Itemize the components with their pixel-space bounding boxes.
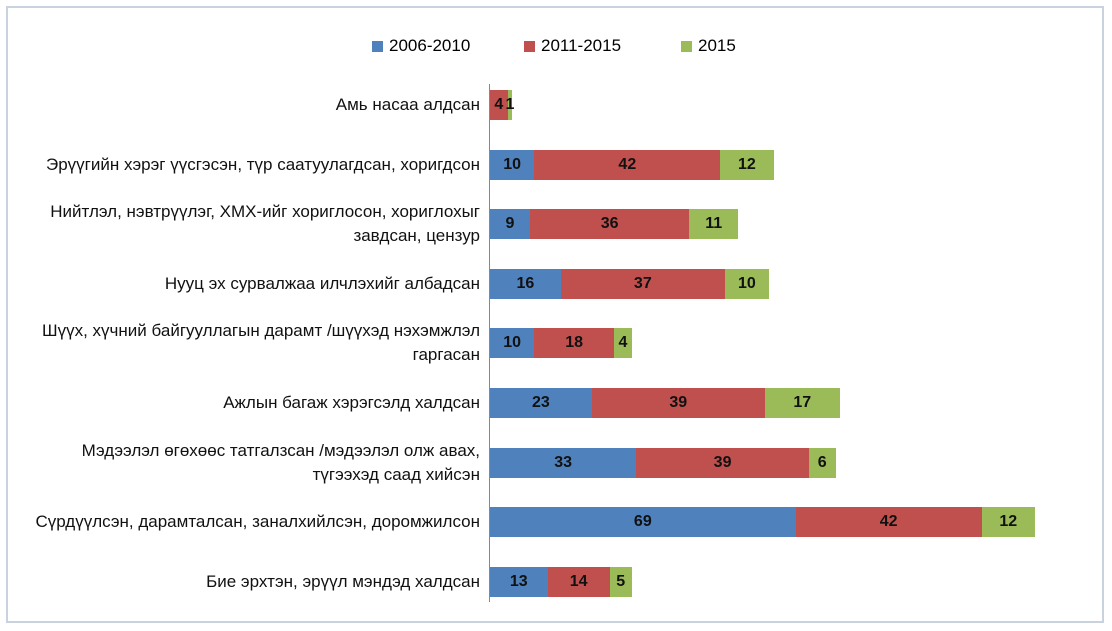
category-label: Сүрдүүлсэн, дарамталсан, заналхийлсэн, д… xyxy=(35,512,480,532)
legend-item: 2011-2015 xyxy=(524,36,621,56)
category-label: Бие эрхтэн, эрүүл мэндэд халдсан xyxy=(206,571,480,591)
data-label: 42 xyxy=(879,513,898,531)
bar-segment: 23 xyxy=(490,388,592,418)
data-label: 9 xyxy=(505,215,515,233)
bar-segment: 11 xyxy=(689,209,739,240)
bar-segment: 42 xyxy=(534,149,721,180)
bar-segment: 4 xyxy=(490,90,508,120)
bar-segment: 9 xyxy=(490,209,530,240)
bar-segment: 13 xyxy=(490,566,548,597)
data-label: 4 xyxy=(618,334,628,352)
data-label: 12 xyxy=(999,513,1018,531)
bar-segment: 39 xyxy=(591,388,765,418)
data-label: 10 xyxy=(503,334,522,352)
data-label: 10 xyxy=(738,274,756,292)
category-label: Мэдээлэл өгөхөөс татгалзсан /мэдээлэл ол… xyxy=(81,440,480,484)
bar-segment: 17 xyxy=(764,388,840,418)
data-label: 11 xyxy=(705,215,723,233)
bar-segment: 12 xyxy=(720,149,774,180)
bar-segment: 5 xyxy=(609,566,632,597)
data-label: 1 xyxy=(505,96,515,113)
data-label: 33 xyxy=(554,453,572,471)
data-label: 12 xyxy=(738,155,756,173)
bar-segment: 10 xyxy=(724,268,770,299)
category-label: Эрүүгийн хэрэг үүсгэсэн, түр саатуулагдс… xyxy=(45,154,480,174)
bar-segment: 37 xyxy=(560,268,725,299)
bar-segment: 10 xyxy=(490,149,535,180)
legend-swatch xyxy=(524,40,535,52)
category-label: Нууц эх сурвалжаа илчлэхийг албадсан xyxy=(164,273,480,293)
bar-segment: 1 xyxy=(505,90,515,120)
data-label: 42 xyxy=(618,155,637,173)
frame xyxy=(6,6,1104,623)
legend-label: 2015 xyxy=(698,36,736,55)
data-label: 16 xyxy=(516,274,535,292)
legend-swatch xyxy=(372,40,383,52)
category-label: Амь насаа алдсан xyxy=(335,95,480,114)
legend-label: 2006-2010 xyxy=(389,36,471,55)
legend-label: 2011-2015 xyxy=(541,36,622,55)
category-label: Ажлын багаж хэрэгсэлд халдсан xyxy=(223,393,480,412)
axis-line xyxy=(489,84,490,602)
bar-segment: 18 xyxy=(534,328,615,359)
bar-segment: 69 xyxy=(490,507,796,538)
bar-segment: 6 xyxy=(808,447,836,478)
bar-segment: 16 xyxy=(490,268,561,299)
legend-item: 2006-2010 xyxy=(372,36,470,56)
bar-segment: 42 xyxy=(795,507,982,538)
category-label: Нийтлэл, нэвтрүүлэг, ХМХ-ийг хориглосон,… xyxy=(50,202,480,246)
data-label: 14 xyxy=(569,572,588,590)
data-label: 18 xyxy=(565,334,584,352)
legend-swatch xyxy=(681,40,692,52)
bar-segment: 36 xyxy=(529,209,690,240)
data-label: 4 xyxy=(494,96,504,113)
data-label: 6 xyxy=(817,453,827,471)
data-label: 5 xyxy=(616,572,626,590)
data-label: 37 xyxy=(633,274,652,292)
bar-segment: 39 xyxy=(636,447,809,478)
data-label: 17 xyxy=(793,394,812,411)
legend-item: 2015 xyxy=(681,36,736,56)
bar-segment: 10 xyxy=(490,328,535,359)
data-label: 10 xyxy=(503,155,522,173)
data-label: 39 xyxy=(669,394,688,411)
bar-segment: 4 xyxy=(614,328,632,359)
bar-segment: 12 xyxy=(981,507,1035,538)
bar-segment: 33 xyxy=(490,447,637,478)
data-label: 36 xyxy=(600,215,619,233)
data-label: 23 xyxy=(532,394,550,411)
data-label: 39 xyxy=(713,453,732,471)
data-label: 69 xyxy=(633,513,652,531)
bar-segment: 14 xyxy=(547,566,610,597)
data-label: 13 xyxy=(509,572,528,590)
category-label: Шүүх, хүчний байгууллагын дарамт /шүүхэд… xyxy=(42,321,480,365)
